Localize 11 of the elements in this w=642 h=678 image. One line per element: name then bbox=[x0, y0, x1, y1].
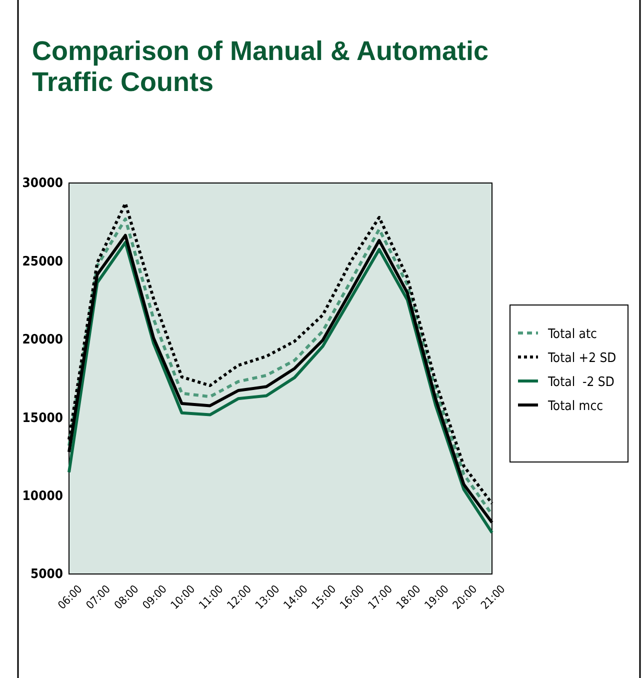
legend-label: Total +2 SD bbox=[547, 351, 616, 366]
legend-label: Total atc bbox=[547, 327, 597, 342]
y-tick-label: 10000 bbox=[22, 488, 63, 504]
chart-title: Comparison of Manual & Automatic Traffic Counts bbox=[32, 36, 489, 97]
y-tick-label: 15000 bbox=[22, 410, 63, 426]
y-tick-label: 30000 bbox=[22, 176, 63, 192]
y-tick-label: 5000 bbox=[30, 567, 63, 582]
legend-label: Total mcc bbox=[547, 399, 604, 414]
y-tick-label: 25000 bbox=[22, 254, 63, 270]
legend-label: Total -2 SD bbox=[547, 375, 614, 390]
y-tick-label: 20000 bbox=[22, 332, 63, 348]
